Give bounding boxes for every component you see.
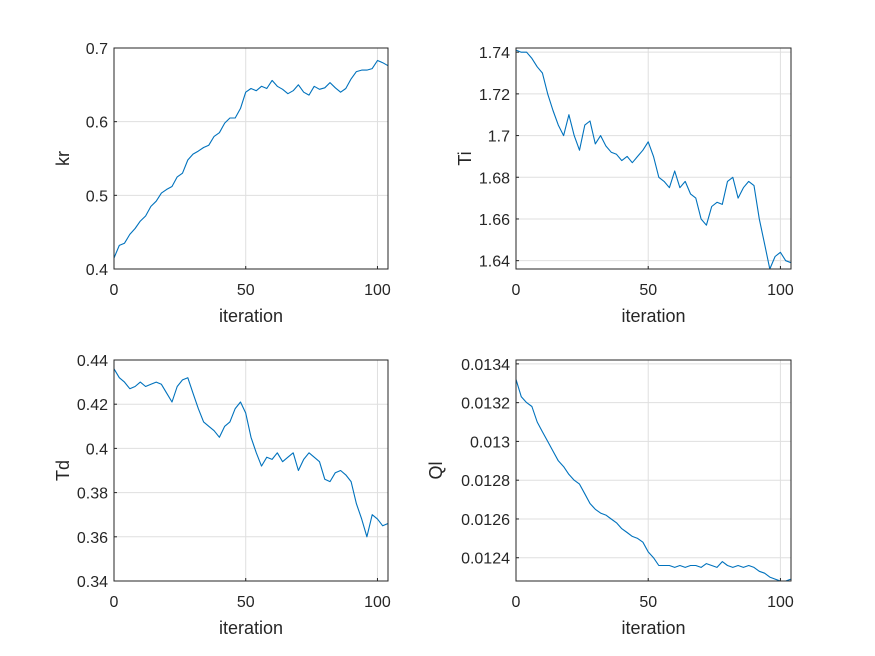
y-tick-label: 1.72 (479, 87, 510, 104)
x-axis-label: iteration (219, 306, 283, 326)
x-tick-label: 50 (639, 282, 657, 299)
y-axis-label: Ql (426, 462, 446, 480)
series-line-ql (515, 379, 792, 582)
y-tick-label: 1.7 (488, 129, 510, 146)
x-tick-label: 100 (767, 594, 794, 611)
y-tick-label: 0.6 (86, 115, 108, 132)
x-axis-label: iteration (621, 618, 685, 638)
x-tick-label: 50 (237, 282, 255, 299)
x-tick-label: 0 (512, 282, 521, 299)
axes-background (516, 360, 791, 581)
series-line-ti (515, 49, 792, 270)
y-tick-label: 0.38 (77, 486, 108, 503)
series-line-td (113, 368, 389, 538)
y-axis-label: kr (53, 151, 73, 166)
x-tick-label: 100 (767, 282, 794, 299)
x-axis-label: iteration (621, 306, 685, 326)
axes-box (113, 359, 389, 582)
y-tick-label: 0.4 (86, 441, 108, 458)
y-tick-label: 0.4 (86, 262, 108, 279)
y-tick-label: 0.5 (86, 188, 108, 205)
x-tick-label: 100 (364, 594, 391, 611)
y-tick-label: 0.0134 (461, 357, 510, 374)
y-tick-label: 0.34 (77, 574, 108, 591)
x-tick-label: 0 (110, 282, 119, 299)
y-tick-label: 1.66 (479, 212, 510, 229)
axes-background (114, 360, 388, 581)
axes-box (515, 47, 792, 270)
y-tick-label: 0.0132 (461, 396, 510, 413)
axes-box (113, 47, 389, 270)
y-tick-label: 0.36 (77, 530, 108, 547)
subplot-kr: 0 50 100 0.4 0.5 0.6 0.7 iteration kr (53, 41, 391, 326)
y-tick-label: 0.013 (470, 434, 510, 451)
x-tick-label: 0 (110, 594, 119, 611)
y-tick-label: 0.0124 (461, 551, 510, 568)
y-tick-label: 0.0126 (461, 512, 510, 529)
x-tick-label: 100 (364, 282, 391, 299)
subplot-ti: 0 50 100 1.64 1.66 1.68 1.7 1.72 1.74 iteration Ti (455, 45, 794, 326)
y-tick-label: 0.0128 (461, 473, 510, 490)
subplot-ql: 0 50 100 0.0124 0.0126 0.0128 0.013 0.0132 0.013… (426, 357, 794, 638)
y-tick-label: 1.64 (479, 254, 510, 271)
x-tick-label: 50 (639, 594, 657, 611)
subplot-td: 0 50 100 0.34 0.36 0.38 0.4 0.42 0.44 iteration Td (53, 353, 391, 638)
series-line-kr (113, 59, 389, 259)
x-tick-label: 0 (512, 594, 521, 611)
y-axis-label: Td (53, 460, 73, 481)
y-axis-label: Ti (455, 151, 475, 165)
y-tick-label: 0.7 (86, 41, 108, 58)
axes-box (515, 359, 792, 582)
y-tick-label: 0.42 (77, 397, 108, 414)
axes-background (114, 48, 388, 269)
y-tick-label: 1.68 (479, 170, 510, 187)
y-tick-label: 1.74 (479, 45, 510, 62)
y-tick-label: 0.44 (77, 353, 108, 370)
x-tick-label: 50 (237, 594, 255, 611)
x-axis-label: iteration (219, 618, 283, 638)
